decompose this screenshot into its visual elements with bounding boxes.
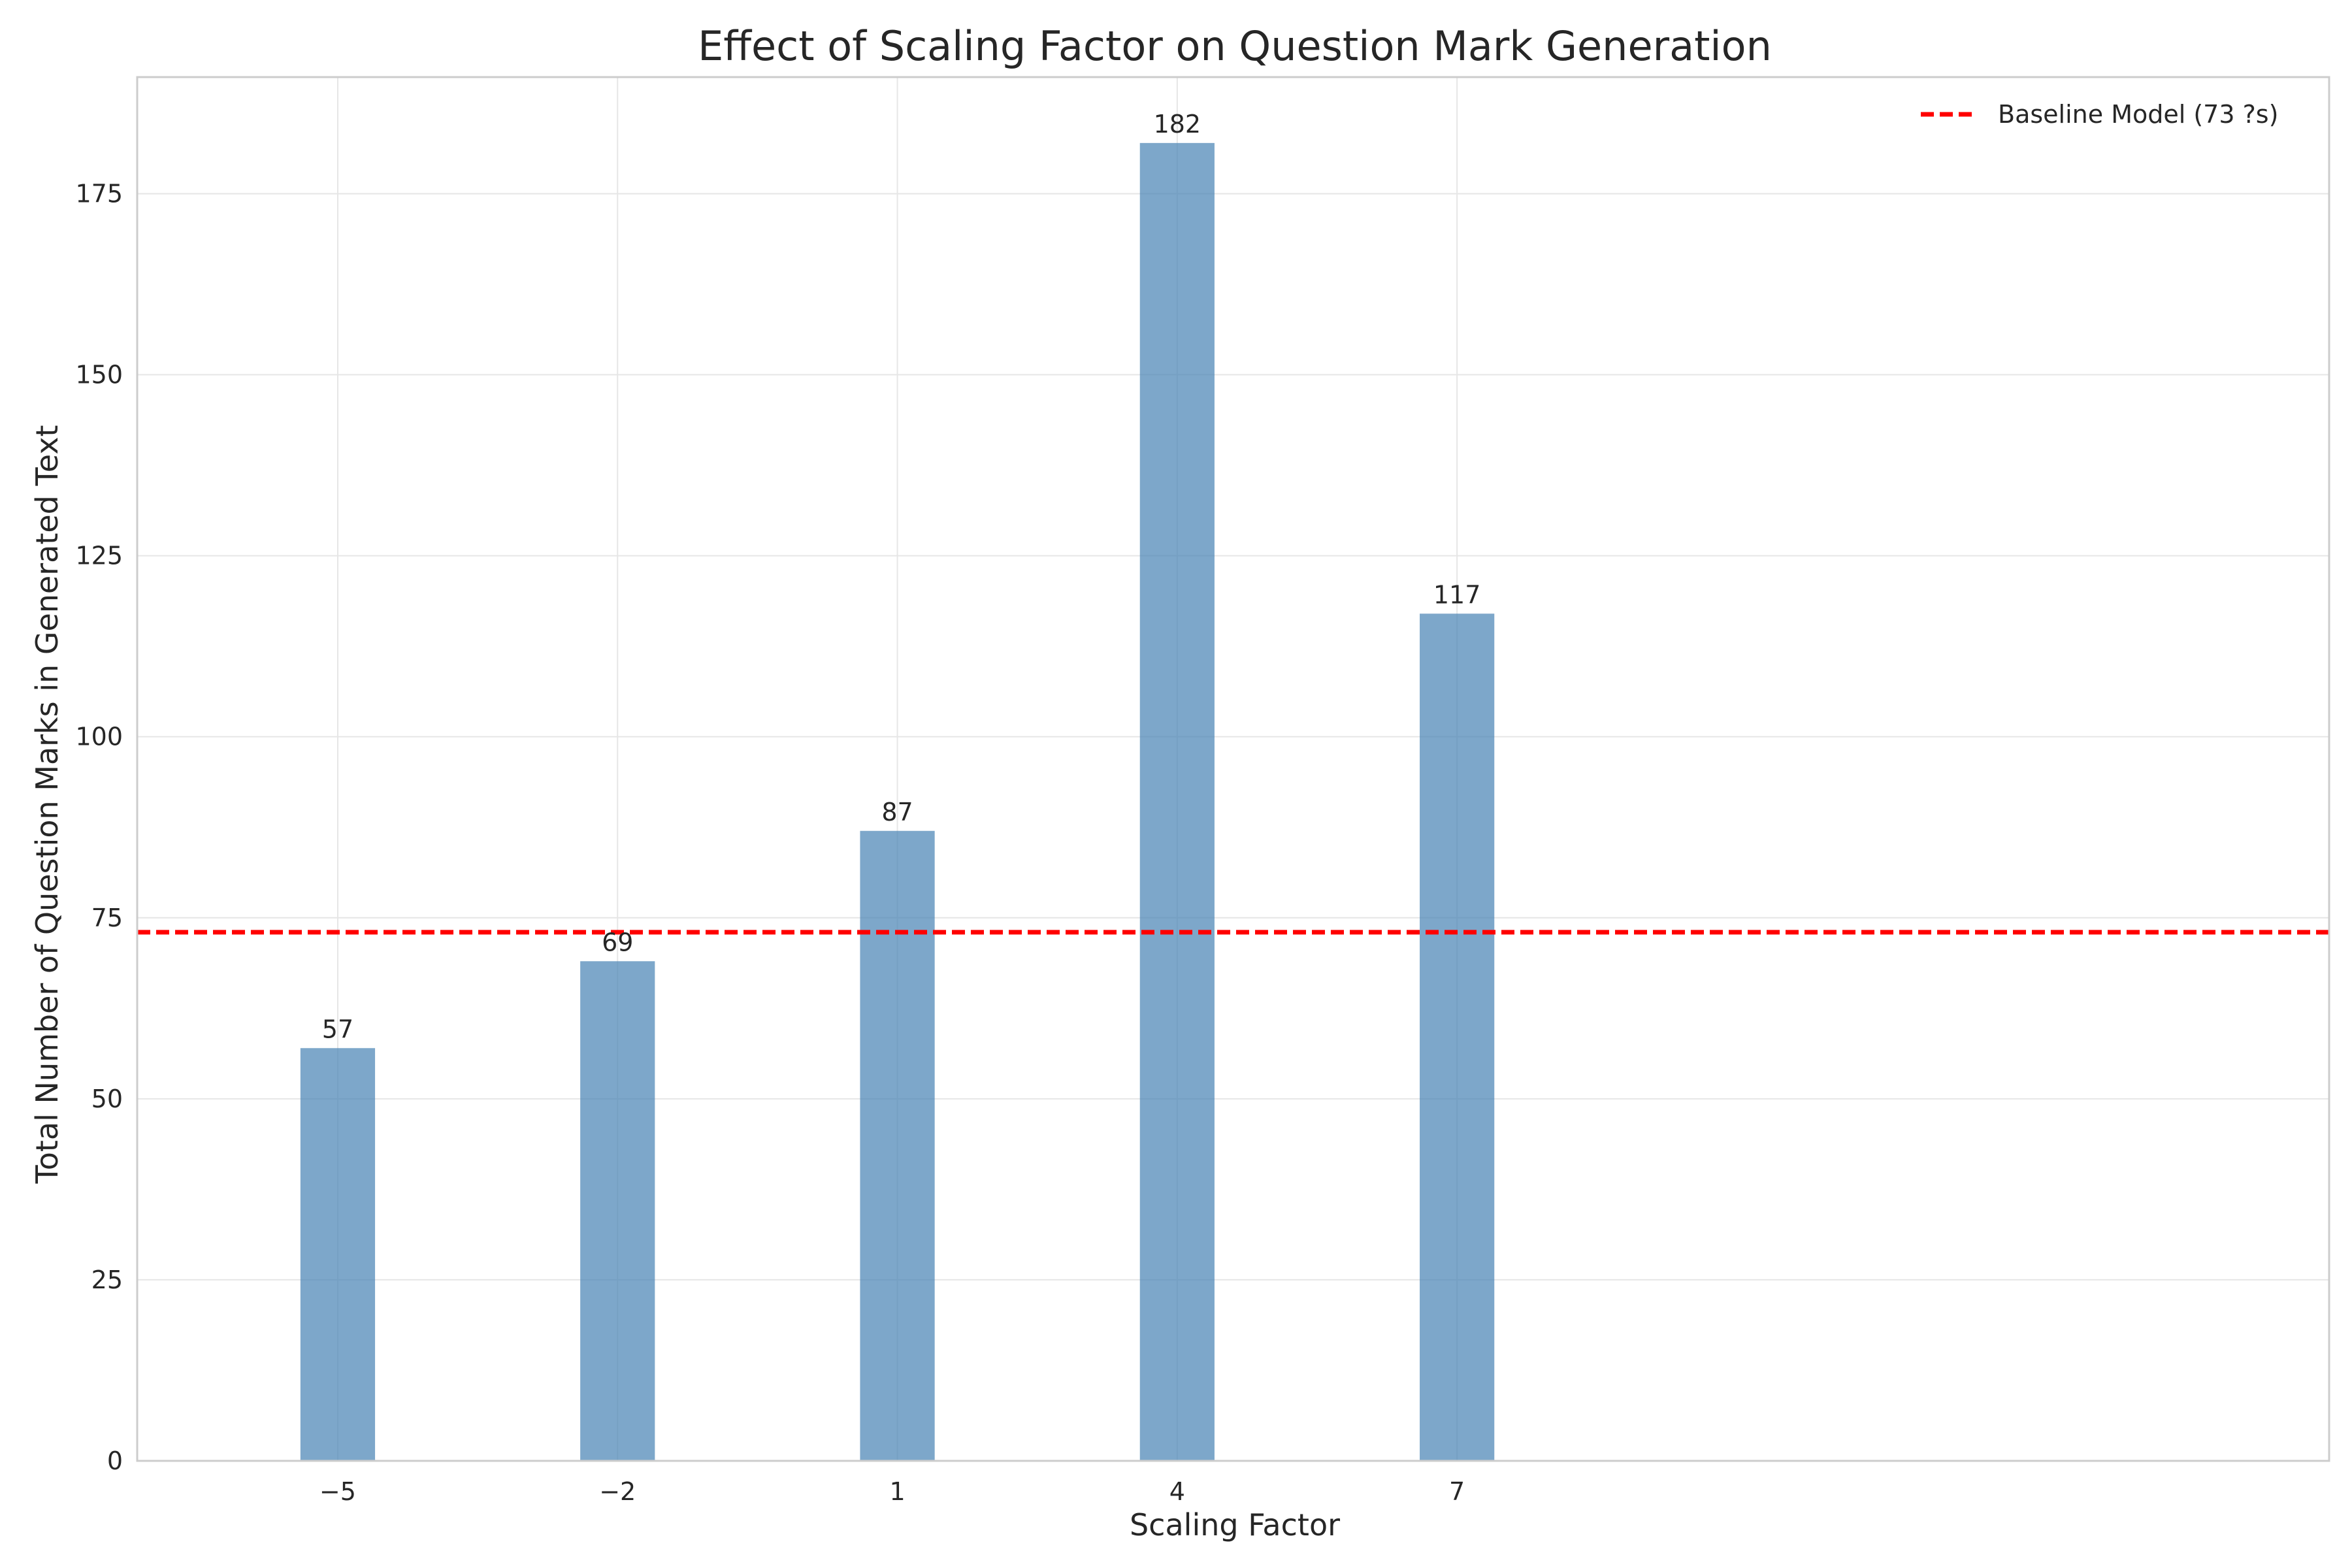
legend: Baseline Model (73 ?s) [1921,100,2278,129]
y-tick-label: 150 [75,361,123,389]
x-tick-label: −2 [599,1477,636,1506]
y-tick-label: 175 [75,179,123,208]
y-tick-label: 0 [107,1446,123,1475]
bar-value-label: 182 [1154,110,1201,139]
bar-value-label: 117 [1433,580,1481,609]
x-axis-label: Scaling Factor [1130,1507,1340,1543]
bar [860,830,935,1461]
legend-baseline-label: Baseline Model (73 ?s) [1998,100,2278,129]
bar [1420,613,1495,1461]
y-tick-label: 75 [91,904,123,932]
plot-frame [136,76,2330,1462]
chart-title: Effect of Scaling Factor on Question Mar… [698,22,1772,70]
bars-layer [300,142,1495,1461]
ticks-layer: 0 25 50 75 100 125 150 175 −5 −2 1 4 7 [75,179,1465,1506]
data-labels-layer: 57 69 87 182 117 [322,110,1481,1043]
y-tick-label: 50 [91,1085,123,1113]
x-tick-label: 4 [1169,1477,1185,1506]
bar [1139,142,1215,1461]
bar-value-label: 69 [602,928,633,956]
bar-value-label: 87 [881,798,913,826]
x-tick-label: −5 [319,1477,356,1506]
y-axis-label: Total Number of Question Marks in Genera… [29,425,65,1184]
bar [300,1048,376,1461]
x-tick-label: 1 [889,1477,905,1506]
y-tick-label: 100 [75,723,123,751]
y-tick-label: 25 [91,1266,123,1294]
bar-value-label: 57 [322,1015,353,1043]
bar [580,961,655,1461]
y-tick-label: 125 [75,542,123,570]
x-tick-label: 7 [1449,1477,1465,1506]
